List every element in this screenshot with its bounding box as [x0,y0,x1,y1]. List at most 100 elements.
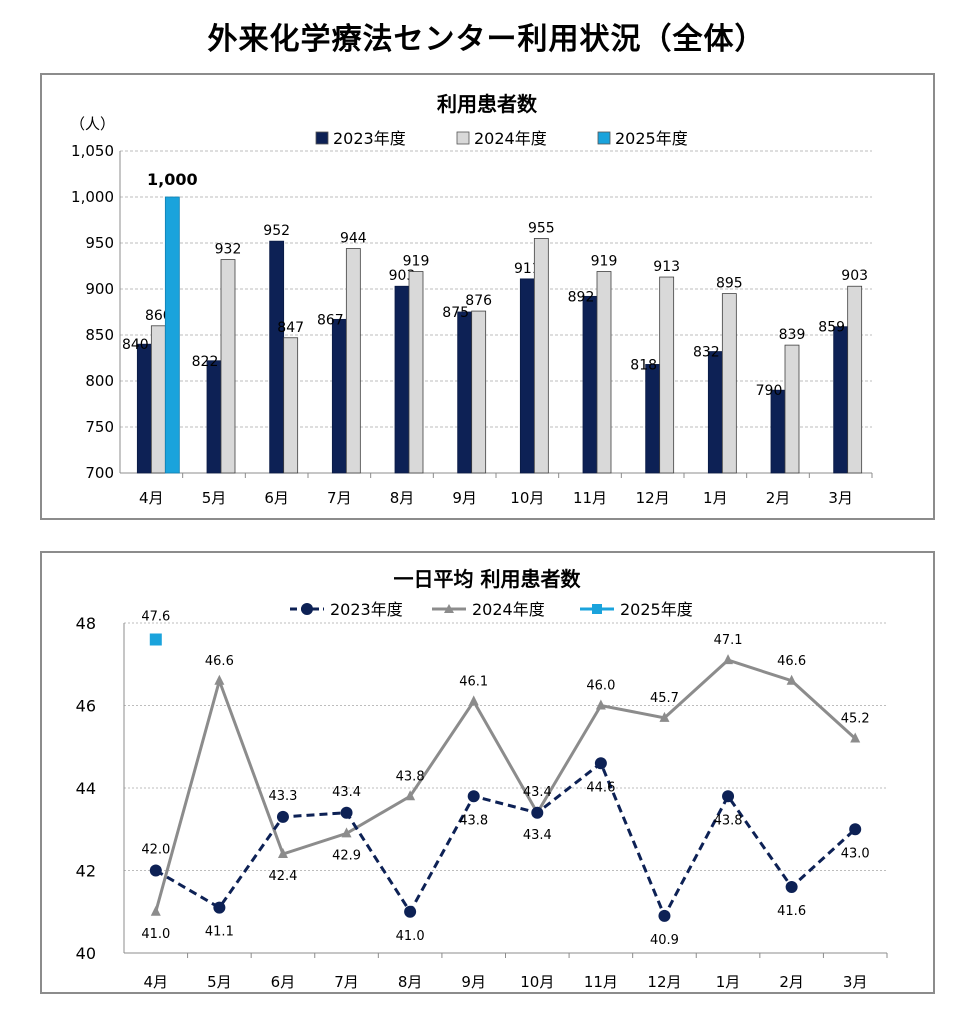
point-2023-7月 [340,806,353,819]
bar-2023年度-8月 [394,285,410,474]
bar-2023年度-10月 [519,278,535,474]
legend-label-2025: 2025年度 [615,129,688,148]
point-2023-4月 [149,864,162,877]
point-2023-6月 [276,810,289,823]
data-label-2023: 43.8 [714,813,743,828]
bar-2024年度-6月 [283,337,299,474]
x-tick-label: 2月 [766,489,791,507]
data-label-2024: 46.6 [777,654,806,669]
data-label-2024: 43.4 [523,828,552,843]
bar-2024年度-5月 [220,259,236,474]
legend-label-2023: 2023年度 [333,129,406,148]
bar-2023年度-1月 [707,351,723,474]
data-label-2024: 46.0 [586,679,615,694]
legend-label-2024: 2024年度 [472,600,545,619]
data-label-2024: 45.2 [841,712,870,727]
y-tick-label: 800 [85,372,114,390]
y-tick-label: 44 [76,779,96,798]
bar-chart-panel: 利用患者数 （人） 2023年度 2024年度 2025年度 700 750 800 850 90… [40,73,935,520]
point-2023-1月 [722,790,735,803]
point-2025-4月 [149,633,162,646]
data-label-2023: 41.6 [777,904,806,919]
y-tick-label: 850 [85,326,114,344]
y-tick-label: 48 [76,614,96,633]
data-label-2024: 46.1 [459,674,488,689]
y-tick-label: 42 [76,862,96,881]
y-tick-label: 700 [85,464,114,482]
point-2024-8月 [405,790,416,801]
point-2024-7月 [341,827,352,838]
x-tick-label: 7月 [327,489,352,507]
point-2024-3月 [850,732,861,743]
bar-2023年度-3月 [833,326,849,474]
x-tick-label: 7月 [334,973,359,991]
data-label: 944 [340,231,367,247]
x-tick-label: 6月 [264,489,289,507]
y-axis-unit: （人） [70,115,115,133]
data-label-2023: 41.1 [205,925,234,940]
data-label-2024: 42.9 [332,848,361,863]
legend-marker-2024 [444,604,454,613]
data-label-2024: 41.0 [141,927,170,942]
x-tick-label: 8月 [398,973,423,991]
data-label-2024: 46.6 [205,654,234,669]
y-tick-label: 750 [85,418,114,436]
bar-2025年度-4月 [164,196,180,474]
data-label: 892 [568,289,595,305]
legend-marker-2025 [592,604,602,614]
bar-2024年度-7月 [345,248,361,474]
x-tick-label: 3月 [828,489,853,507]
data-label-2023: 40.9 [650,933,679,948]
x-tick-label: 5月 [202,489,227,507]
point-2024-6月 [277,848,288,858]
point-2024-11月 [595,699,606,710]
legend-marker-2023 [301,603,313,615]
y-tick-label: 900 [85,280,114,298]
data-label-2023: 43.4 [523,785,552,800]
point-2024-2月 [786,674,797,685]
legend-label-2025: 2025年度 [620,600,693,619]
data-label: 839 [779,327,806,343]
point-2023-3月 [849,823,862,836]
data-label: 875 [442,305,469,321]
bar-2024年度-11月 [596,271,612,474]
bar-2023年度-9月 [457,311,473,474]
bar-2024年度-3月 [847,285,863,474]
bar-2024年度-1月 [721,293,737,474]
data-label-2023: 41.0 [396,929,425,944]
point-2024-5月 [214,674,225,685]
data-label-2024: 43.8 [396,769,425,784]
daily-average-line-chart: 一日平均 利用患者数 2023年度 2024年度 2025年度 40 42 44 46 48 4月… [76,567,888,991]
data-label-2024: 47.1 [714,633,743,648]
bar-2023年度-5月 [206,360,222,474]
x-tick-label: 9月 [452,489,477,507]
y-tick-label: 950 [85,234,114,252]
bar-2023年度-12月 [645,364,661,474]
bar-2023年度-4月 [136,343,152,474]
bar-2024年度-12月 [659,276,675,474]
point-2024-4月 [150,905,161,916]
point-2023-8月 [404,905,417,918]
bar-2023年度-11月 [582,295,598,474]
data-label-2023: 43.0 [841,846,870,861]
chart-title: 利用患者数 [437,92,538,116]
x-tick-label: 11月 [573,489,607,507]
data-label: 919 [403,254,430,270]
point-2024-9月 [468,695,479,706]
x-tick-label: 12月 [636,489,670,507]
point-2023-9月 [467,790,480,803]
line-chart-panel: 一日平均 利用患者数 2023年度 2024年度 2025年度 40 42 44 46 48 4月… [40,551,935,994]
data-label-2023: 43.8 [459,813,488,828]
data-label-2023: 42.0 [141,843,170,858]
legend-label-2023: 2023年度 [330,600,403,619]
data-label: 818 [630,357,657,373]
x-tick-label: 12月 [647,973,681,991]
x-tick-label: 10月 [520,973,554,991]
y-tick-label: 1,050 [71,142,114,160]
x-tick-label: 1月 [703,489,728,507]
bar-2023年度-7月 [331,318,347,474]
data-label: 790 [756,383,783,399]
data-label-2024: 42.4 [268,869,297,884]
data-label: 867 [317,312,344,328]
chart-title: 一日平均 利用患者数 [394,567,582,591]
